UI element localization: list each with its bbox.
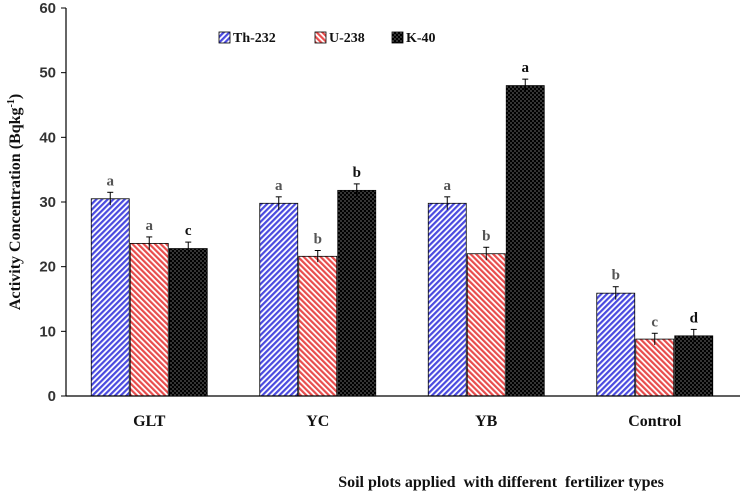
- y-tick-label: 30: [39, 194, 56, 211]
- bar-th-232-control: [596, 292, 636, 397]
- bar-th-232-yc: [259, 202, 299, 397]
- legend-label-th-232: Th-232: [233, 31, 276, 46]
- bar-k-40-yc: [337, 189, 377, 397]
- legend-label-k-40: K-40: [406, 31, 436, 46]
- significance-letter: a: [107, 173, 115, 189]
- category-label-glt: GLT: [133, 413, 166, 430]
- significance-letter: a: [444, 178, 452, 194]
- bar-th-232-yb: [427, 202, 467, 397]
- significance-letter: b: [482, 228, 490, 244]
- significance-letter: d: [690, 310, 699, 326]
- y-axis-title: Activity Concentration (Bqkg-1): [6, 94, 24, 310]
- error-bar-group: [107, 78, 697, 345]
- significance-letter: b: [314, 232, 322, 248]
- significance-letter: c: [185, 223, 192, 239]
- significance-letter: b: [353, 165, 361, 181]
- legend-label-u-238: U-238: [329, 31, 365, 46]
- legend-swatch-th-232: [218, 31, 231, 44]
- bar-k-40-yb: [505, 85, 545, 397]
- y-axis-ticks: 0 10 20 30 40 50 60: [39, 0, 66, 405]
- bar-u-238-glt: [129, 242, 169, 397]
- bar-k-40-glt: [168, 248, 208, 397]
- significance-letter: a: [146, 218, 154, 234]
- y-tick-label: 60: [39, 0, 56, 17]
- category-label-yc: YC: [306, 413, 329, 430]
- y-tick-label: 0: [48, 388, 56, 405]
- bar-th-232-glt: [90, 198, 130, 397]
- significance-letter: a: [522, 60, 530, 76]
- bar-u-238-control: [635, 338, 675, 397]
- legend-swatch-k-40: [391, 31, 404, 44]
- y-tick-label: 40: [39, 129, 56, 146]
- legend-swatch-u-238: [314, 31, 327, 44]
- y-tick-label: 10: [39, 323, 56, 340]
- significance-letter: a: [275, 178, 283, 194]
- bar-k-40-control: [674, 335, 714, 397]
- legend: Th-232 U-238 K-40: [218, 31, 436, 46]
- category-label-control: Control: [628, 413, 682, 430]
- bar-u-238-yb: [466, 253, 506, 397]
- x-axis-title: Soil plots applied with different fertil…: [338, 474, 664, 491]
- bar-u-238-yc: [298, 255, 338, 397]
- significance-letter: c: [651, 314, 658, 330]
- category-label-group: GLT YC YB Control: [133, 413, 682, 430]
- significance-letter: b: [612, 268, 620, 284]
- category-label-yb: YB: [475, 413, 498, 430]
- significance-letter-group: a a c a b b a b a b c d: [107, 60, 699, 330]
- y-tick-label: 50: [39, 65, 56, 82]
- y-tick-label: 20: [39, 259, 56, 276]
- bar-group: [90, 85, 714, 397]
